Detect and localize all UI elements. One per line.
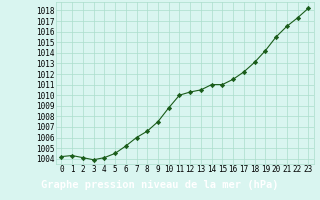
Text: Graphe pression niveau de la mer (hPa): Graphe pression niveau de la mer (hPa) bbox=[41, 179, 279, 190]
